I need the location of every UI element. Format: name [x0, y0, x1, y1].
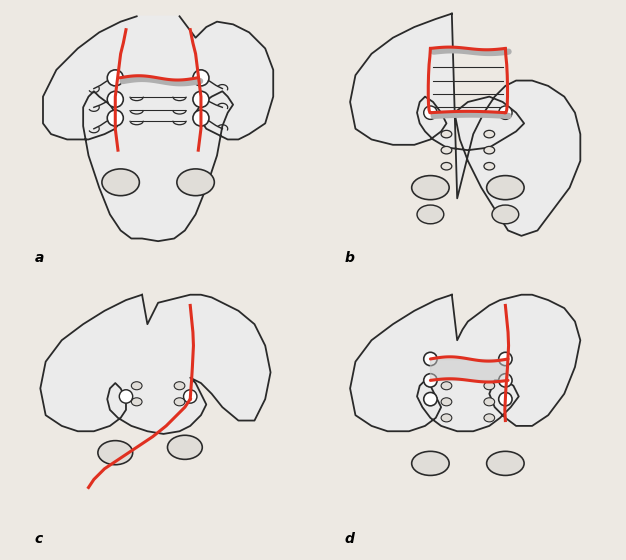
Circle shape	[424, 393, 437, 406]
Ellipse shape	[484, 162, 495, 170]
Text: a: a	[35, 251, 44, 265]
Polygon shape	[40, 295, 270, 434]
Text: b: b	[345, 251, 354, 265]
Ellipse shape	[412, 176, 449, 200]
Circle shape	[193, 91, 209, 108]
Ellipse shape	[486, 176, 524, 200]
Polygon shape	[350, 295, 580, 431]
Circle shape	[424, 106, 437, 119]
Ellipse shape	[441, 130, 452, 138]
Ellipse shape	[412, 451, 449, 475]
Ellipse shape	[441, 146, 452, 154]
Ellipse shape	[131, 382, 142, 390]
Circle shape	[193, 70, 209, 86]
Ellipse shape	[484, 414, 495, 422]
Ellipse shape	[492, 205, 519, 224]
Ellipse shape	[441, 382, 452, 390]
Circle shape	[499, 374, 512, 387]
Ellipse shape	[441, 398, 452, 406]
Ellipse shape	[417, 205, 444, 224]
Circle shape	[499, 352, 512, 366]
Circle shape	[499, 106, 512, 119]
Circle shape	[424, 374, 437, 387]
Ellipse shape	[486, 451, 524, 475]
Ellipse shape	[168, 435, 202, 459]
Polygon shape	[43, 16, 273, 241]
Ellipse shape	[441, 414, 452, 422]
Circle shape	[183, 390, 197, 403]
Ellipse shape	[441, 162, 452, 170]
Ellipse shape	[484, 382, 495, 390]
Text: c: c	[35, 533, 43, 547]
Circle shape	[107, 91, 123, 108]
Circle shape	[107, 110, 123, 126]
Ellipse shape	[484, 146, 495, 154]
Circle shape	[107, 70, 123, 86]
Ellipse shape	[484, 130, 495, 138]
Ellipse shape	[174, 382, 185, 390]
Polygon shape	[350, 13, 580, 236]
Ellipse shape	[484, 398, 495, 406]
Polygon shape	[431, 359, 508, 380]
Circle shape	[120, 390, 133, 403]
Ellipse shape	[174, 398, 185, 406]
Text: d: d	[345, 533, 354, 547]
Ellipse shape	[102, 169, 140, 195]
Circle shape	[193, 110, 209, 126]
Circle shape	[499, 393, 512, 406]
Ellipse shape	[131, 398, 142, 406]
Circle shape	[424, 352, 437, 366]
Ellipse shape	[98, 441, 133, 465]
Ellipse shape	[177, 169, 214, 195]
